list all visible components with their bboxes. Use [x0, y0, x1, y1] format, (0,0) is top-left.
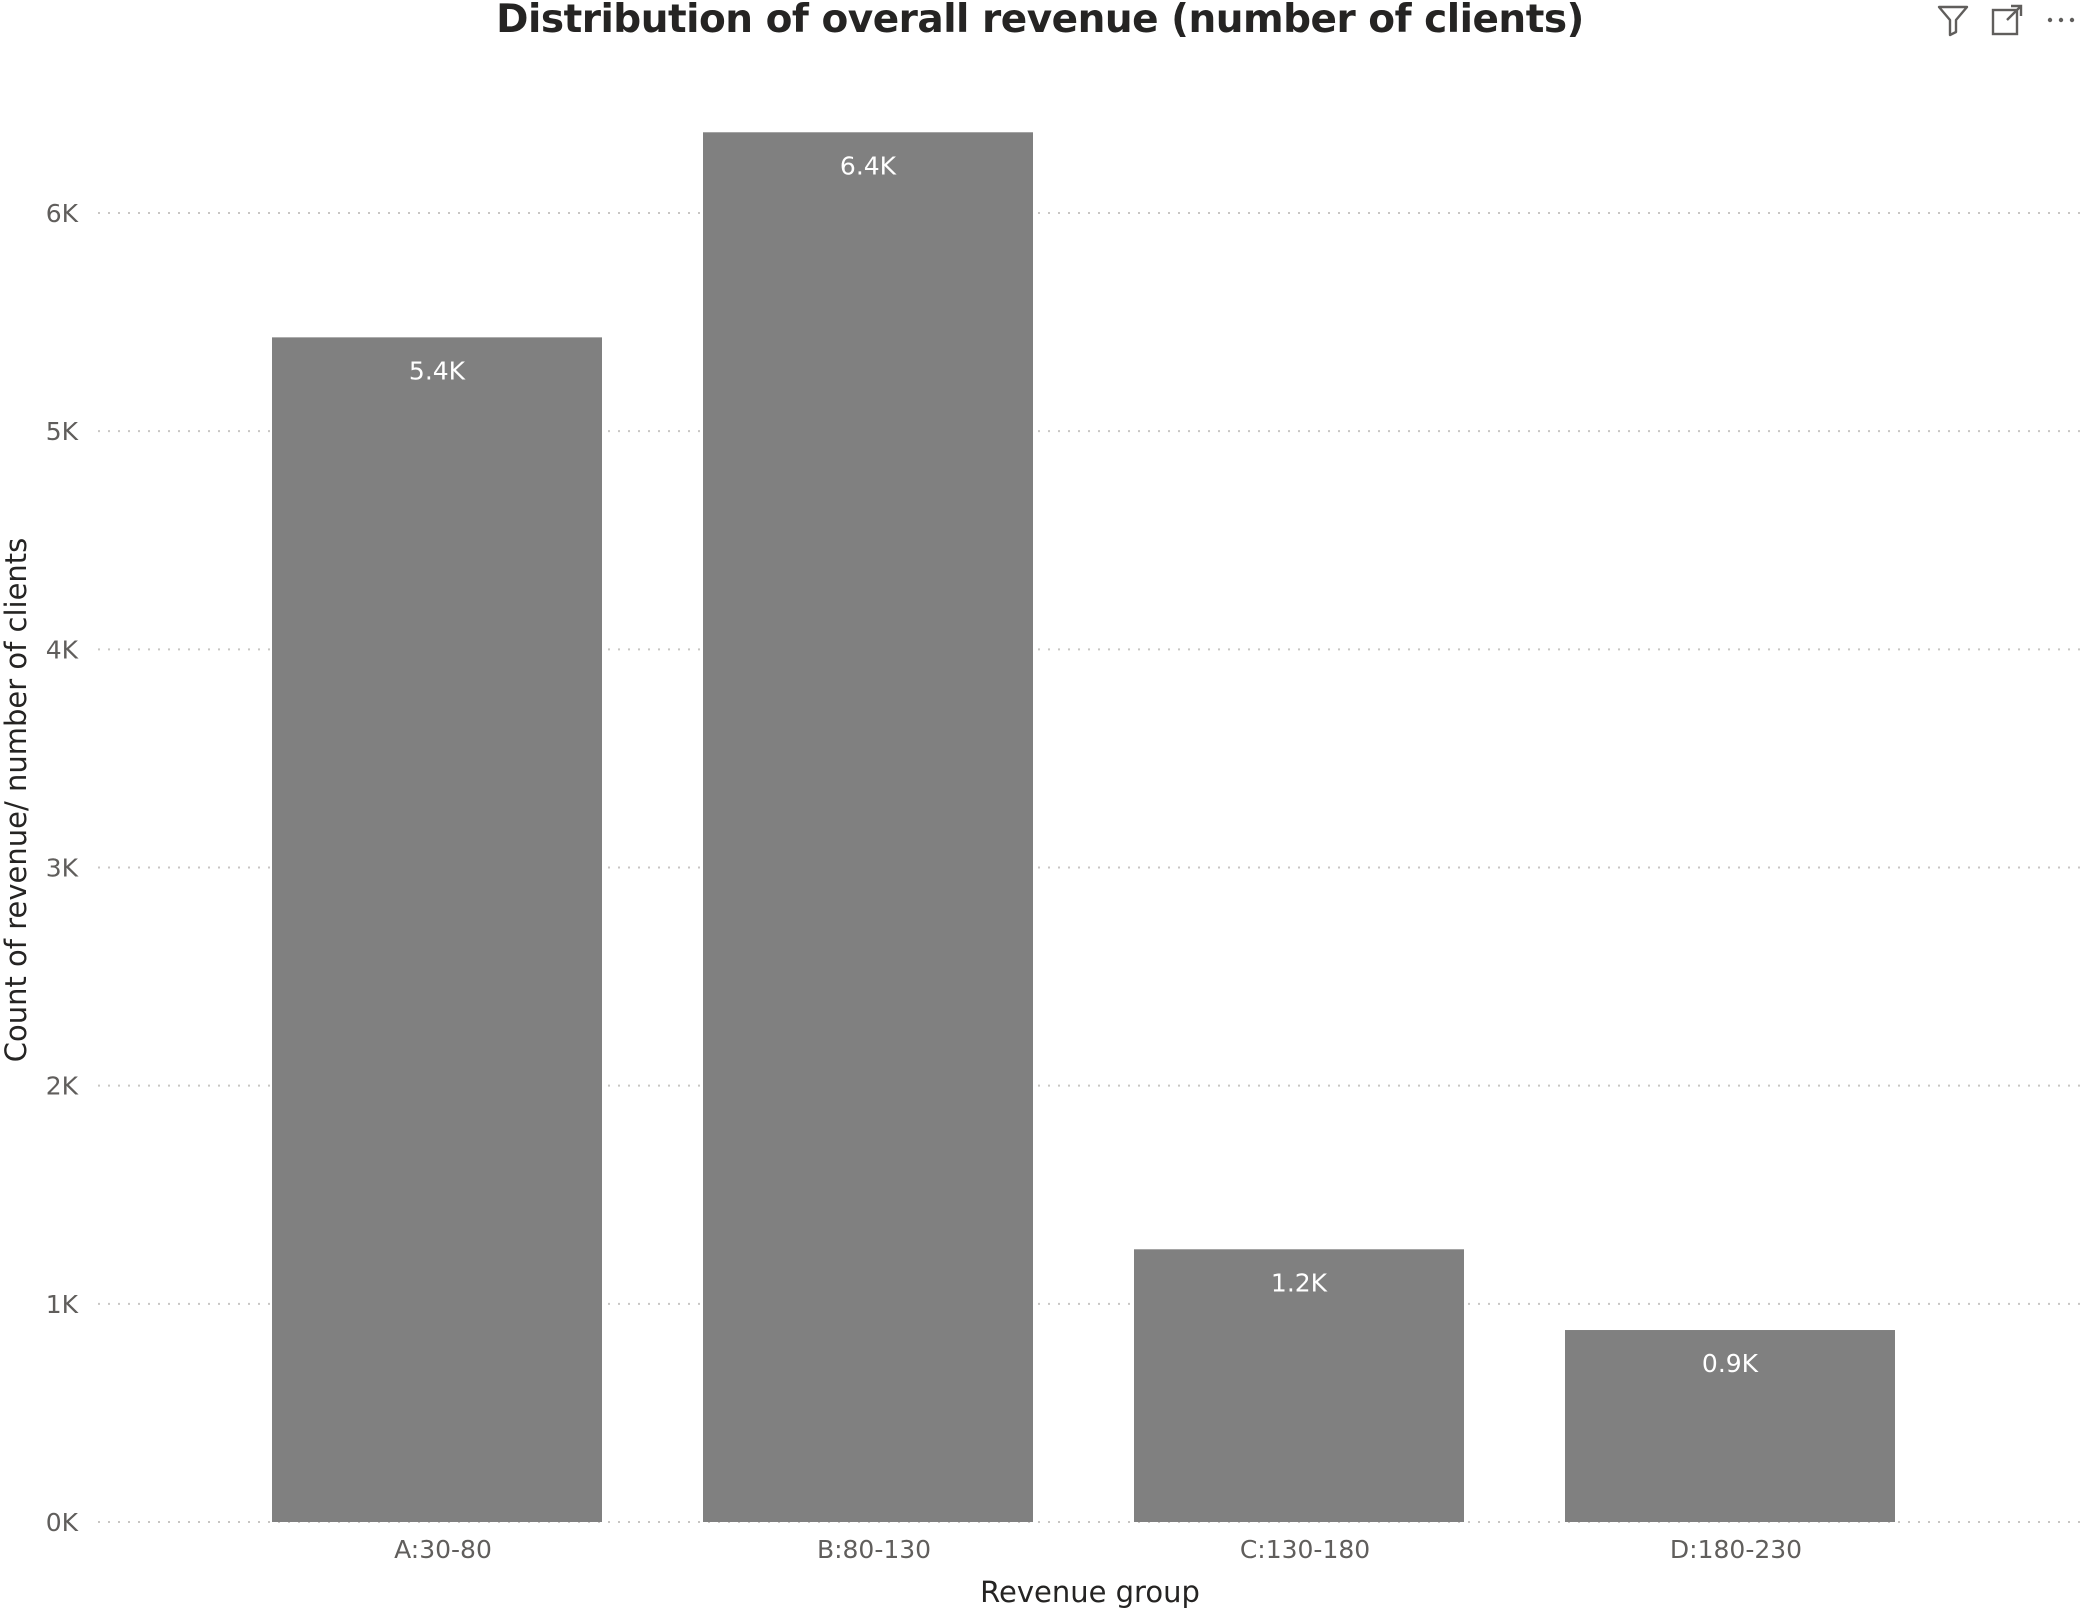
data-label: 6.4K: [840, 151, 897, 180]
chart-title: Distribution of overall revenue (number …: [496, 0, 1584, 42]
y-tick-label: 4K: [46, 635, 79, 664]
bar-B:80-130[interactable]: [703, 132, 1033, 1523]
data-label: 0.9K: [1702, 1349, 1759, 1378]
bars: [272, 132, 1895, 1523]
y-tick-label: 1K: [46, 1290, 79, 1319]
y-axis-title: Count of revenue/ number of clients: [0, 538, 33, 1063]
x-tick-label: D:180-230: [1670, 1535, 1802, 1564]
x-tick-label: C:130-180: [1240, 1535, 1370, 1564]
y-tick-label: 0K: [46, 1508, 79, 1537]
x-axis-title: Revenue group: [980, 1575, 1200, 1609]
filter-icon[interactable]: [1935, 2, 1971, 38]
y-axis: 0K 1K 2K 3K 4K 5K 6K: [46, 199, 79, 1537]
visual-header: [1935, 2, 2079, 38]
more-options-icon[interactable]: [2043, 2, 2079, 38]
y-tick-label: 2K: [46, 1072, 79, 1101]
data-labels: 5.4K 6.4K 1.2K 0.9K: [409, 151, 1759, 1378]
x-tick-label: B:80-130: [817, 1535, 931, 1564]
bar-C:130-180[interactable]: [1134, 1249, 1464, 1522]
bar-D:180-230[interactable]: [1565, 1330, 1895, 1522]
data-label: 5.4K: [409, 356, 466, 385]
x-tick-label: A:30-80: [394, 1535, 492, 1564]
y-tick-label: 6K: [46, 199, 79, 228]
y-tick-label: 3K: [46, 854, 79, 883]
x-axis: A:30-80 B:80-130 C:130-180 D:180-230: [394, 1535, 1802, 1564]
bar-A:30-80[interactable]: [272, 337, 602, 1523]
focus-mode-icon[interactable]: [1989, 2, 2025, 38]
data-label: 1.2K: [1271, 1268, 1328, 1297]
y-tick-label: 5K: [46, 417, 79, 446]
